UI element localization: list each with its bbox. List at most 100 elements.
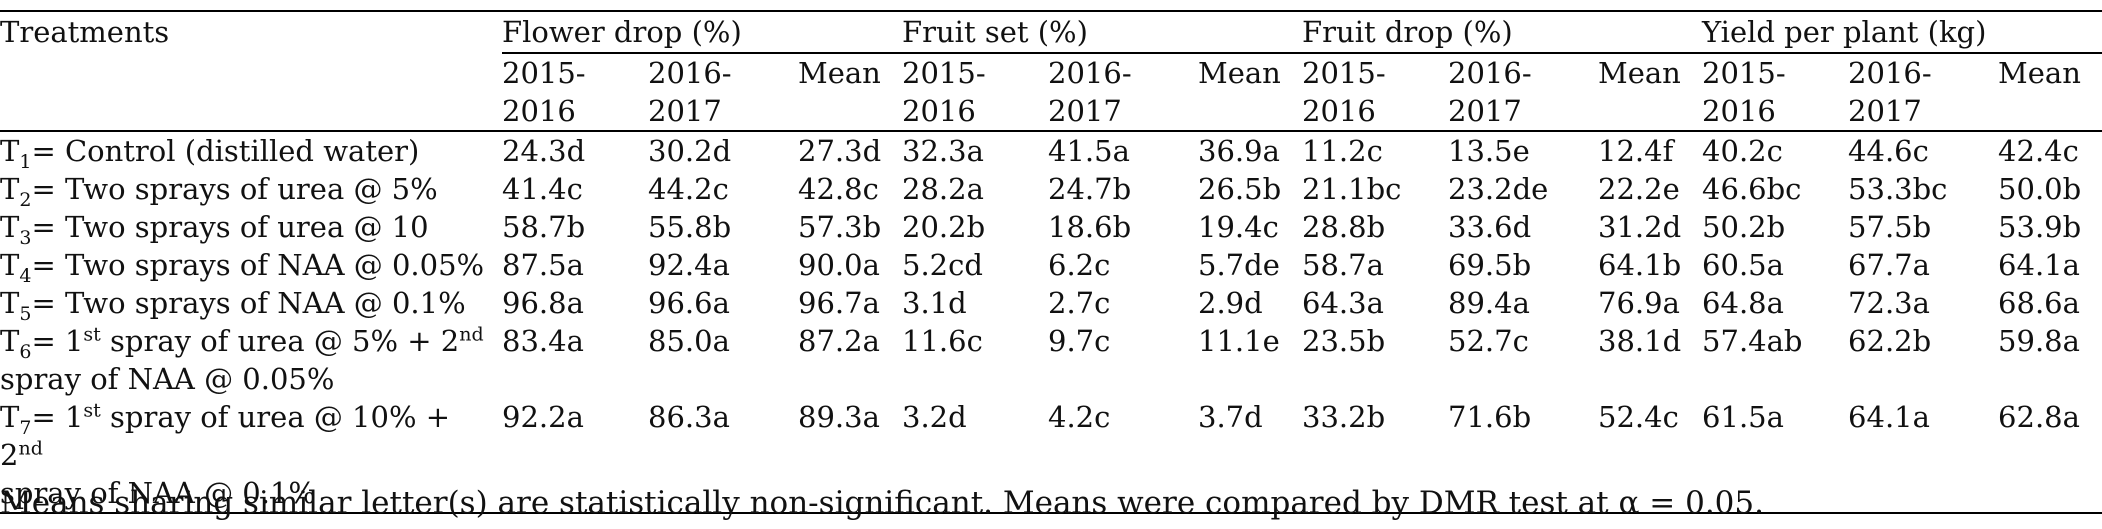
year-2015-2016-header-line1: 2015- xyxy=(1302,56,1386,90)
treatment-cell: T1= Control (distilled water) xyxy=(0,131,502,173)
value-cell: 36.9a xyxy=(1198,134,1280,168)
treatment-label: T7= 1st spray of urea @ 10% + 2nd xyxy=(0,399,451,472)
value-cell: 86.3a xyxy=(648,398,798,514)
yield-header: Yield per plant (kg) xyxy=(1702,10,2102,54)
year-2016-2017-header-line1: 2016- xyxy=(1048,56,1132,90)
year-2015-2016-header-line2: 2016 xyxy=(902,94,976,128)
value-cell: 87.5a xyxy=(502,248,584,282)
header-group-row: Treatments Flower drop (%) Fruit set (%)… xyxy=(0,10,2102,54)
mean-header-line1: Mean xyxy=(1198,56,1281,90)
year-2015-2016-header: 2015- 2016 xyxy=(902,53,1049,132)
value-cell: 23.5b xyxy=(1302,324,1386,358)
year-2016-2017-header-line2: 2017 xyxy=(1848,94,1922,128)
value-cell: 87.2a xyxy=(798,324,880,358)
value-cell: 26.5b xyxy=(1198,172,1282,206)
value-cell: 30.2d xyxy=(648,134,732,168)
year-2015-2016-header-line1: 2015- xyxy=(502,56,586,90)
treatment-label: T5= Two sprays of NAA @ 0.1% xyxy=(0,286,466,325)
year-2015-2016-header: 2015- 2016 xyxy=(1302,53,1449,132)
flower-drop-header: Flower drop (%) xyxy=(502,10,903,54)
value-cell: 2.9d xyxy=(1198,286,1263,320)
header-sub-row: 2015- 2016 2016- 2017 Mean 2015- 2016 2016- 2017… xyxy=(0,53,2102,132)
value-cell: 62.2b xyxy=(1848,324,1932,358)
value-cell: 92.2a xyxy=(502,398,648,514)
treatment-label: T6= 1st spray of urea @ 5% + 2nd xyxy=(0,323,484,363)
year-2015-2016-header-line2: 2016 xyxy=(1702,94,1776,128)
treatment-label: T4= Two sprays of NAA @ 0.05% xyxy=(0,248,485,287)
value-cell: 28.8b xyxy=(1302,210,1386,244)
value-cell: 46.6bc xyxy=(1702,172,1802,206)
value-cell: 44.2c xyxy=(648,172,729,206)
table-row: T7= 1st spray of urea @ 10% + 2nd spray o… xyxy=(0,398,2102,514)
value-cell: 50.0b xyxy=(1998,172,2082,206)
value-cell: 53.3bc xyxy=(1848,172,1948,206)
value-cell: 83.4a xyxy=(502,324,584,358)
mean-header: Mean xyxy=(1598,53,1703,132)
results-table: Treatments Flower drop (%) Fruit set (%)… xyxy=(0,10,2102,514)
value-cell: 89.4a xyxy=(1448,286,1530,320)
year-2015-2016-header-line1: 2015- xyxy=(902,56,986,90)
value-cell: 57.3b xyxy=(798,210,882,244)
value-cell: 52.7c xyxy=(1448,324,1529,358)
fruit-drop-header: Fruit drop (%) xyxy=(1302,10,1703,54)
table-row: T2= Two sprays of urea @ 5% 41.4c 44.2c 42.… xyxy=(0,170,2102,211)
value-cell: 72.3a xyxy=(1848,286,1930,320)
value-cell: 61.5a xyxy=(1702,398,1849,514)
year-2016-2017-header-line1: 2016- xyxy=(648,56,732,90)
treatment-label: T1= Control (distilled water) xyxy=(0,134,420,173)
value-cell: 67.7a xyxy=(1848,248,1930,282)
value-cell: 41.5a xyxy=(1048,134,1130,168)
value-cell: 60.5a xyxy=(1702,248,1784,282)
value-cell: 41.4c xyxy=(502,172,583,206)
value-cell: 69.5b xyxy=(1448,248,1532,282)
value-cell: 90.0a xyxy=(798,248,880,282)
mean-header: Mean xyxy=(1198,53,1303,132)
value-cell: 11.1e xyxy=(1198,324,1280,358)
treatment-cell: T2= Two sprays of urea @ 5% xyxy=(0,170,502,211)
year-2016-2017-header: 2016- 2017 xyxy=(1448,53,1599,132)
value-cell: 59.8a xyxy=(1998,324,2080,358)
value-cell: 38.1d xyxy=(1598,324,1682,358)
value-cell: 64.1a xyxy=(1998,248,2080,282)
year-2015-2016-header: 2015- 2016 xyxy=(502,53,648,132)
value-cell: 44.6c xyxy=(1848,134,1929,168)
value-cell: 19.4c xyxy=(1198,210,1279,244)
year-2016-2017-header-line2: 2017 xyxy=(648,94,722,128)
table-row: T3= Two sprays of urea @ 10 58.7b 55.8b 57.… xyxy=(0,208,2102,247)
treatment-cell: T3= Two sprays of urea @ 10 xyxy=(0,208,502,247)
treatments-header: Treatments xyxy=(0,10,502,53)
year-2016-2017-header-line2: 2017 xyxy=(1448,94,1522,128)
value-cell: 53.9b xyxy=(1998,210,2082,244)
value-cell: 62.8a xyxy=(1998,398,2102,514)
mean-header: Mean xyxy=(798,53,903,132)
mean-header-line1: Mean xyxy=(798,56,881,90)
mean-header: Mean xyxy=(1998,53,2102,132)
value-cell: 18.6b xyxy=(1048,210,1132,244)
value-cell: 22.2e xyxy=(1598,172,1680,206)
year-2016-2017-header-line1: 2016- xyxy=(1448,56,1532,90)
value-cell: 96.8a xyxy=(502,286,584,320)
value-cell: 42.4c xyxy=(1998,134,2079,168)
value-cell: 5.2cd xyxy=(902,248,983,282)
value-cell: 3.7d xyxy=(1198,398,1303,514)
value-cell: 4.2c xyxy=(1048,398,1199,514)
value-cell: 11.6c xyxy=(902,324,983,358)
year-2016-2017-header: 2016- 2017 xyxy=(1048,53,1199,132)
value-cell: 57.4ab xyxy=(1702,324,1803,358)
value-cell: 24.7b xyxy=(1048,172,1132,206)
value-cell: 5.7de xyxy=(1198,248,1280,282)
value-cell: 3.2d xyxy=(902,398,1049,514)
value-cell: 6.2c xyxy=(1048,248,1111,282)
value-cell: 2.7c xyxy=(1048,286,1111,320)
treatment-label: T2= Two sprays of urea @ 5% xyxy=(0,172,438,211)
value-cell: 42.8c xyxy=(798,172,879,206)
value-cell: 55.8b xyxy=(648,210,732,244)
year-2016-2017-header: 2016- 2017 xyxy=(648,53,798,132)
value-cell: 21.1bc xyxy=(1302,172,1402,206)
year-2015-2016-header-line2: 2016 xyxy=(502,94,576,128)
fruit-set-header: Fruit set (%) xyxy=(902,10,1303,54)
value-cell: 96.7a xyxy=(798,286,880,320)
value-cell: 76.9a xyxy=(1598,286,1680,320)
mean-header-line1: Mean xyxy=(1598,56,1681,90)
value-cell: 92.4a xyxy=(648,248,730,282)
